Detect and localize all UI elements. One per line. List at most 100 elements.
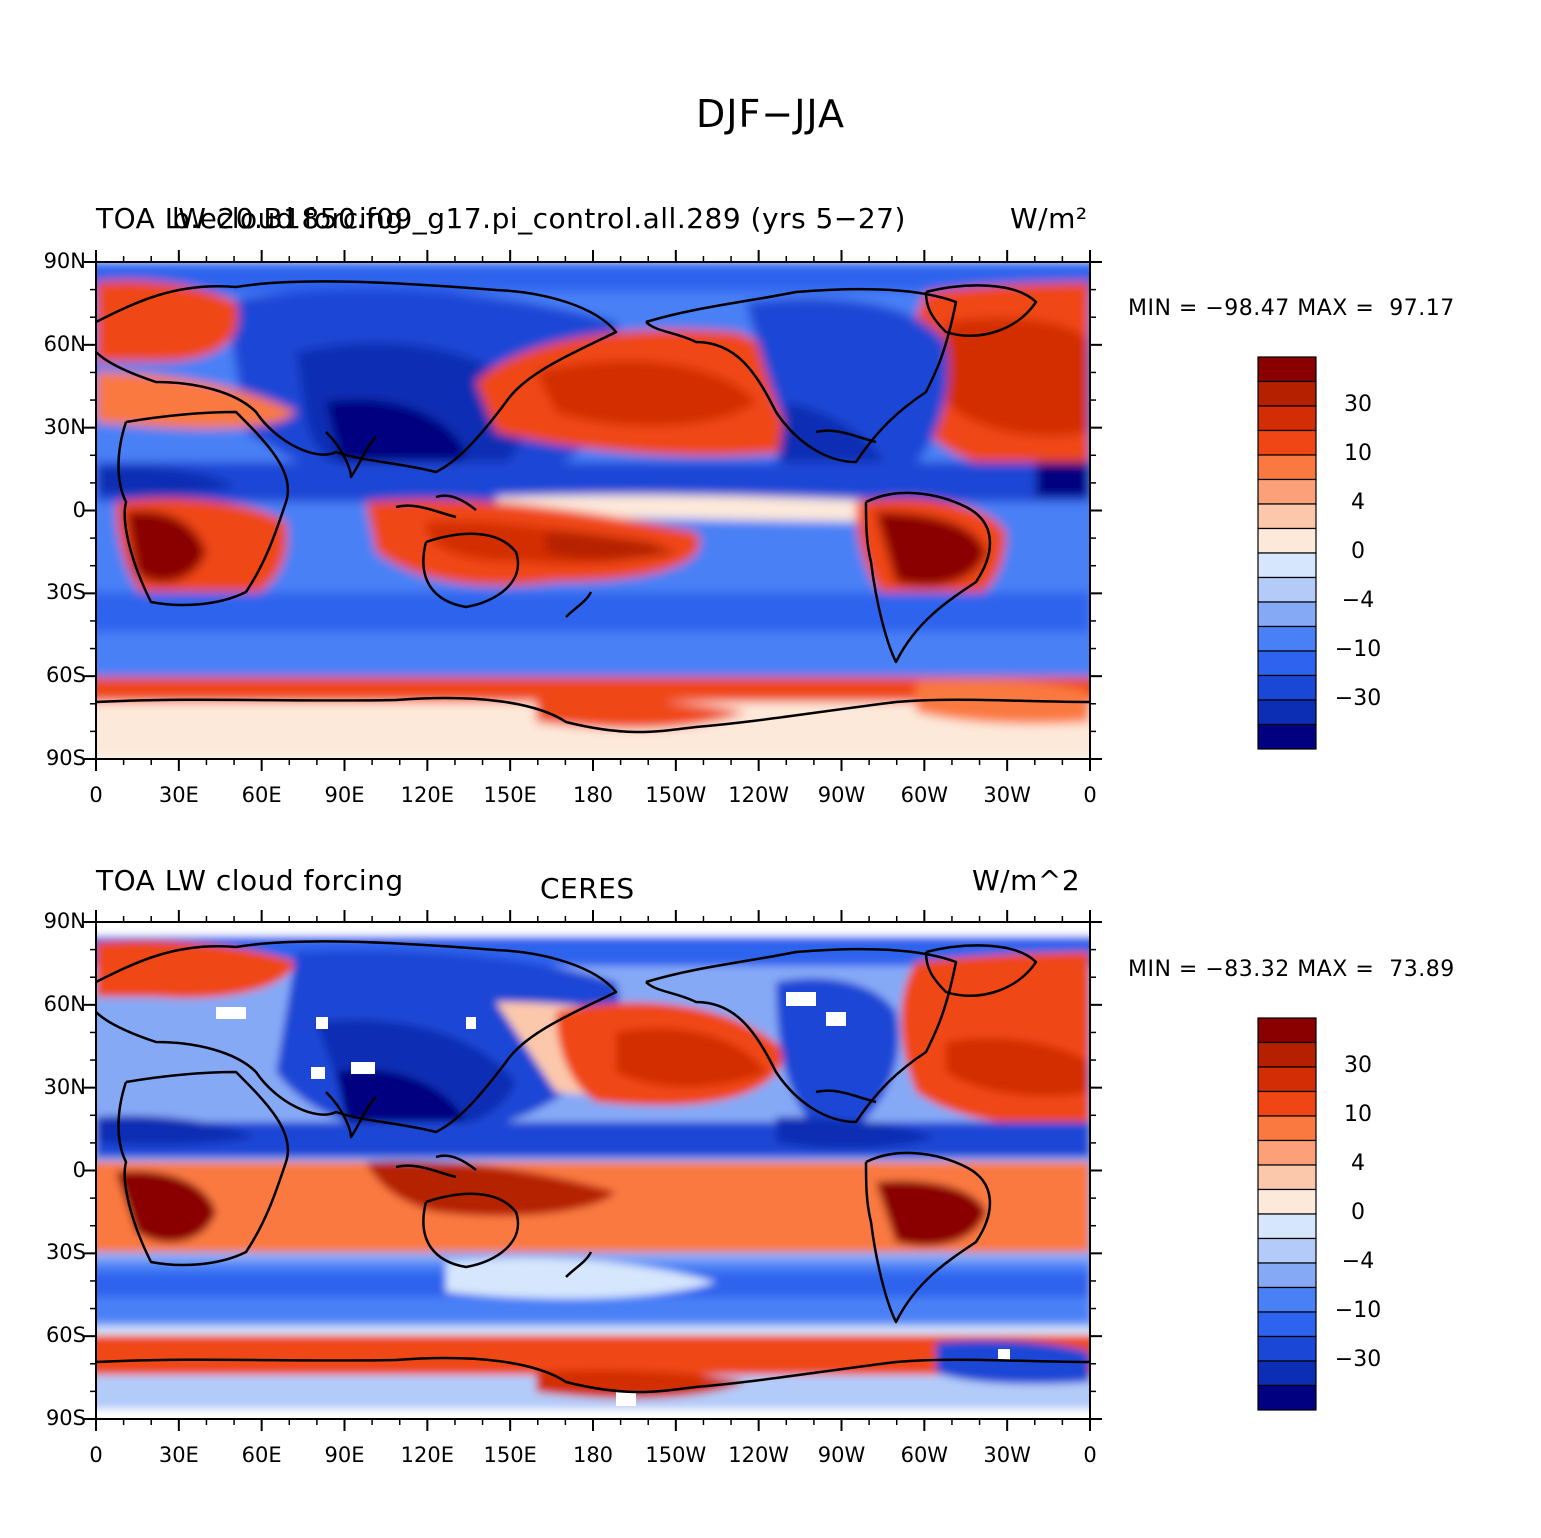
lon-tick-label: 150E	[483, 783, 537, 807]
lon-tick-label: 0	[1083, 783, 1097, 807]
colorbar-swatch	[1257, 1262, 1317, 1289]
lon-tick-label: 180	[572, 1443, 614, 1467]
min-max-text: MIN = −98.47 MAX = 97.17	[1128, 296, 1455, 321]
colorbar-label: 10	[1344, 1102, 1372, 1127]
colorbar-swatch	[1257, 1213, 1317, 1240]
colorbar-swatch	[1257, 429, 1317, 456]
colorbar-swatch	[1257, 380, 1317, 407]
lon-tick-label: 180	[572, 783, 614, 807]
lat-tick-label: 60S	[45, 663, 86, 688]
lon-tick-label: 120E	[400, 1443, 455, 1467]
coastlines	[96, 940, 1090, 1394]
lat-tick-label: 0	[72, 1157, 86, 1182]
colorbar-model	[1257, 356, 1317, 750]
map-ceres	[95, 921, 1091, 1420]
colorbar-swatch	[1257, 1090, 1317, 1117]
colorbar-label: 30	[1344, 1053, 1372, 1078]
min-max-text: MIN = −83.32 MAX = 73.89	[1128, 957, 1455, 982]
lon-tick-label: 90E	[324, 1443, 365, 1467]
lon-tick-label: 90W	[817, 1443, 866, 1467]
panel-units: W/m²	[1010, 202, 1088, 235]
field-shading	[96, 262, 1090, 759]
colorbar-swatch	[1257, 650, 1317, 677]
colorbar-label: 10	[1344, 441, 1372, 466]
colorbar-swatch	[1257, 723, 1317, 750]
lon-tick-label: 60W	[900, 1443, 949, 1467]
colorbar-label: −10	[1334, 637, 1382, 662]
lon-tick-label: 150W	[645, 783, 707, 807]
lon-tick-label: 90E	[324, 783, 365, 807]
panel-left-title: TOA LW cloud forcing	[96, 202, 404, 235]
lat-tick-label: 90N	[43, 249, 86, 273]
colorbar-label: 0	[1351, 1200, 1365, 1225]
missing-data-patches	[216, 992, 1010, 1406]
lon-tick-label: 30W	[983, 783, 1031, 807]
colorbar-swatch	[1257, 405, 1317, 432]
lon-tick-label: 120W	[728, 1443, 790, 1467]
figure-title: DJF−JJA	[696, 92, 845, 136]
colorbar-swatch	[1257, 601, 1317, 628]
colorbar-label: 0	[1351, 539, 1365, 564]
lat-tick-label: 0	[72, 497, 86, 522]
panel-model: TOA LW cloud forcing b.e20.B1850.f09_g17…	[96, 202, 1455, 321]
lat-tick-label: 60S	[45, 1323, 86, 1348]
lat-tick-label: 60N	[43, 991, 86, 1016]
lat-tick-label: 90N	[43, 909, 86, 933]
lon-tick-label: 30E	[158, 1443, 199, 1467]
colorbar-swatch	[1257, 356, 1317, 383]
lat-tick-label: 60N	[43, 331, 86, 356]
colorbar-swatch	[1257, 1066, 1317, 1093]
lat-tick-label: 30S	[45, 1240, 86, 1265]
lon-tick-label: 0	[89, 1443, 103, 1467]
lon-tick-label: 120W	[728, 783, 790, 807]
colorbar-swatch	[1257, 1017, 1317, 1044]
colorbar-label: −30	[1334, 686, 1382, 711]
coastlines	[96, 280, 1090, 734]
colorbar-swatch	[1257, 625, 1317, 652]
colorbar-swatch	[1257, 1311, 1317, 1338]
colorbar-label: 4	[1351, 1151, 1365, 1176]
colorbar-swatch	[1257, 1041, 1317, 1068]
colorbar-swatch	[1257, 1335, 1317, 1362]
lon-tick-label: 30W	[983, 1443, 1031, 1467]
colorbar-label: −30	[1334, 1347, 1382, 1372]
colorbar-swatch	[1257, 1188, 1317, 1215]
colorbar-swatch	[1257, 1164, 1317, 1191]
colorbar-swatch	[1257, 699, 1317, 726]
lon-tick-label: 60E	[241, 1443, 282, 1467]
colorbar-label: 4	[1351, 490, 1365, 515]
colorbar-swatch	[1257, 1139, 1317, 1166]
lon-tick-label: 0	[89, 783, 103, 807]
lon-tick-label: 150W	[645, 1443, 707, 1467]
colorbar-label: 30	[1344, 392, 1372, 417]
colorbar-swatch	[1257, 1115, 1317, 1142]
colorbar-label: −4	[1341, 1249, 1375, 1274]
colorbar-label: −4	[1341, 588, 1375, 613]
colorbar-swatch	[1257, 552, 1317, 579]
lat-tick-label: 30N	[43, 1074, 86, 1099]
colorbar-swatch	[1257, 1237, 1317, 1264]
lon-tick-label: 60E	[241, 783, 282, 807]
colorbar-ceres	[1257, 1017, 1317, 1411]
colorbar-swatch	[1257, 527, 1317, 554]
lon-tick-label: 30E	[158, 783, 199, 807]
panel-center-title: b.e20.B1850.f09_g17.pi_control.all.289 (…	[172, 202, 906, 235]
lat-tick-label: 30S	[45, 580, 86, 605]
colorbar-swatch	[1257, 674, 1317, 701]
lon-tick-label: 60W	[900, 783, 949, 807]
lon-tick-label: 90W	[817, 783, 866, 807]
colorbar-swatch	[1257, 576, 1317, 603]
panel-units: W/m^2	[972, 864, 1081, 897]
colorbar-swatch	[1257, 1360, 1317, 1387]
panel-center-title: CERES	[540, 872, 635, 905]
colorbar-swatch	[1257, 503, 1317, 530]
map-model	[95, 261, 1091, 760]
panel-left-title: TOA LW cloud forcing	[96, 864, 404, 897]
colorbar-swatch	[1257, 454, 1317, 481]
colorbar-label: −10	[1334, 1298, 1382, 1323]
colorbar-swatch	[1257, 1286, 1317, 1313]
lat-tick-label: 90S	[45, 746, 86, 770]
colorbar-swatch	[1257, 1384, 1317, 1411]
